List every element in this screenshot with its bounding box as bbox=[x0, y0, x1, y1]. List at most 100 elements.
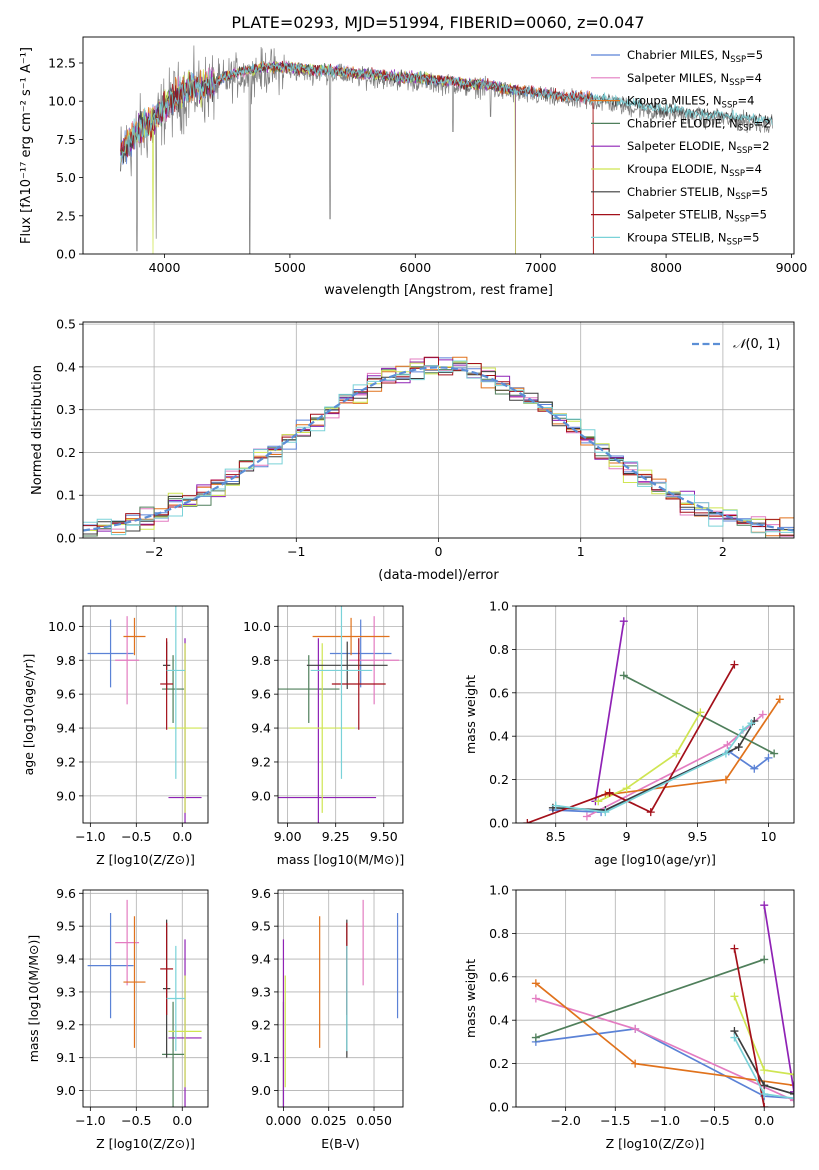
data-point bbox=[622, 784, 631, 793]
y-tick-label: 0.3 bbox=[56, 402, 76, 417]
data-point bbox=[721, 749, 730, 758]
series-line-salpeter-stelib bbox=[733, 948, 766, 1107]
data-point bbox=[696, 708, 705, 717]
legend-text: Chabrier MILES, N bbox=[627, 48, 730, 62]
y-tick-label: 9.8 bbox=[56, 653, 76, 668]
figure-title: PLATE=0293, MJD=51994, FIBERID=0060, z=0… bbox=[231, 13, 644, 32]
plot-area bbox=[120, 45, 774, 254]
y-tick-label: 9.4 bbox=[56, 721, 76, 736]
legend-count: =2 bbox=[753, 139, 770, 153]
data-point bbox=[631, 1024, 640, 1033]
y-axis-label: mass weight bbox=[463, 959, 478, 1038]
x-tick-label: −2 bbox=[145, 544, 163, 559]
data-point bbox=[750, 764, 759, 773]
data-point bbox=[646, 808, 655, 817]
y-tick-label: 9.6 bbox=[251, 886, 271, 901]
y-tick-label: 9.2 bbox=[251, 754, 271, 769]
series-line-salpeter-elodie bbox=[763, 905, 794, 1092]
y-tick-label: 9.3 bbox=[56, 984, 76, 999]
data-point bbox=[734, 743, 743, 752]
y-tick-label: 0.0 bbox=[56, 247, 76, 262]
legend-text: Salpeter MILES, N bbox=[627, 71, 729, 85]
axes-frame bbox=[82, 889, 209, 1108]
legend-label: Kroupa MILES, NSSP=4 bbox=[627, 94, 754, 111]
legend-text: Chabrier STELIB, N bbox=[627, 185, 735, 199]
y-tick-label: 0.0 bbox=[489, 1100, 509, 1115]
x-tick-label: 0.025 bbox=[311, 1113, 347, 1128]
y-tick-label: 9.1 bbox=[251, 1050, 271, 1065]
x-tick-label: 9.00 bbox=[274, 829, 302, 844]
y-tick-label: 0.5 bbox=[56, 317, 76, 332]
data-point bbox=[760, 1066, 769, 1075]
y-tick-label: 10.0 bbox=[48, 619, 76, 634]
x-tick-label: 7000 bbox=[525, 260, 557, 275]
legend-count: =4 bbox=[737, 94, 754, 108]
legend-subscript: SSP bbox=[722, 101, 738, 111]
y-tick-label: 0.4 bbox=[56, 359, 76, 374]
y-axis-label: mass [log10(M/M⊙)] bbox=[26, 935, 41, 1063]
y-tick-label: 9.0 bbox=[251, 1083, 271, 1098]
y-tick-label: 9.0 bbox=[56, 1083, 76, 1098]
x-tick-label: 8000 bbox=[650, 260, 682, 275]
data-point bbox=[770, 749, 779, 758]
residual-histogram-kroupa-stelib bbox=[83, 360, 794, 536]
legend-label: Chabrier MILES, NSSP=5 bbox=[627, 48, 763, 65]
grid: −1.0 −0.5 0.0 9.0 9.2 9.4 9.6 9.8 10.0 bbox=[48, 606, 208, 844]
legend-label: Chabrier STELIB, NSSP=5 bbox=[627, 185, 768, 202]
legend-count: =5 bbox=[751, 185, 768, 199]
legend: 𝒩(0, 1) bbox=[692, 337, 780, 352]
y-tick-label: 9.3 bbox=[251, 984, 271, 999]
y-tick-label: 7.5 bbox=[56, 132, 76, 147]
age_vs_mass-panel: 9.00 9.25 9.50 9.0 9.2 9.4 9.6 9.8 10.0 mass [log… bbox=[243, 605, 404, 867]
legend-subscript: SSP bbox=[735, 192, 751, 202]
x-tick-label: −1.0 bbox=[75, 1113, 105, 1128]
series-line-chabrier-miles bbox=[552, 750, 770, 813]
grid: −2 −1 0 1 2 0.0 0.1 0.2 0.3 0.4 0.5 bbox=[56, 317, 794, 559]
data-point bbox=[730, 992, 739, 1001]
grid: −2.0 −1.5 −1.0 −0.5 0.0 0.0 0.2 0.4 0.6 0.8 1.0 bbox=[489, 883, 794, 1128]
mass_vs_ebv-panel: 0.000 0.025 0.050 9.0 9.1 9.2 9.3 9.4 9.5 9.6 E(B-… bbox=[251, 886, 404, 1151]
data-point bbox=[523, 819, 532, 823]
x-axis-label: Z [log10(Z/Z⊙)] bbox=[606, 1136, 705, 1151]
y-tick-label: 5.0 bbox=[56, 170, 76, 185]
data-point bbox=[790, 1094, 794, 1103]
data-point bbox=[760, 955, 769, 964]
y-tick-label: 9.5 bbox=[56, 919, 76, 934]
x-axis-label: E(B-V) bbox=[321, 1136, 360, 1151]
data-point bbox=[531, 1033, 540, 1042]
legend-label: Salpeter STELIB, NSSP=5 bbox=[627, 208, 767, 225]
axes-frame bbox=[515, 889, 795, 1108]
y-tick-label: 0.8 bbox=[489, 642, 509, 657]
grid: 8.5 9 9.5 10 0.0 0.2 0.4 0.6 0.8 1.0 bbox=[489, 599, 794, 844]
data-point bbox=[738, 725, 747, 734]
x-tick-label: 6000 bbox=[399, 260, 431, 275]
y-axis-label: Flux [fλ10⁻¹⁷ erg cm⁻² s⁻¹ A⁻¹] bbox=[19, 47, 34, 244]
x-axis-label: Z [log10(Z/Z⊙)] bbox=[96, 1136, 195, 1151]
x-tick-label: −0.5 bbox=[121, 1113, 151, 1128]
y-axis-label: age [log10(age/yr)] bbox=[21, 654, 36, 776]
data-point bbox=[721, 775, 730, 784]
plot-area bbox=[523, 617, 784, 823]
axes-frame bbox=[82, 321, 795, 539]
data-point bbox=[619, 617, 628, 626]
axes-frame bbox=[515, 605, 795, 824]
residuals-panel: −2 −1 0 1 2 0.0 0.1 0.2 0.3 0.4 0.5 (data-model)/er… bbox=[30, 317, 795, 583]
plot-area bbox=[282, 899, 399, 1107]
y-tick-label: 9.6 bbox=[56, 687, 76, 702]
y-tick-label: 0.6 bbox=[489, 685, 509, 700]
axes-frame bbox=[277, 605, 404, 824]
x-axis-label: wavelength [Angstrom, rest frame] bbox=[324, 283, 553, 298]
spectrum-panel: 4000 5000 6000 7000 8000 9000 0.0 2.5 5.0 7.5 10.0… bbox=[19, 36, 807, 298]
data-point bbox=[747, 719, 756, 728]
y-tick-label: 9.0 bbox=[251, 788, 271, 803]
x-tick-label: −0.5 bbox=[121, 829, 151, 844]
legend-count: =5 bbox=[746, 48, 763, 62]
series-line-salpeter-elodie bbox=[594, 621, 625, 802]
legend-label: Kroupa STELIB, NSSP=5 bbox=[627, 230, 759, 247]
x-tick-label: −1 bbox=[287, 544, 305, 559]
y-tick-label: 9.4 bbox=[251, 721, 271, 736]
grid: 0.000 0.025 0.050 9.0 9.1 9.2 9.3 9.4 9.5 9.6 bbox=[251, 886, 403, 1128]
grid: 9.00 9.25 9.50 9.0 9.2 9.4 9.6 9.8 10.0 bbox=[243, 606, 403, 844]
x-tick-label: 1 bbox=[577, 544, 585, 559]
